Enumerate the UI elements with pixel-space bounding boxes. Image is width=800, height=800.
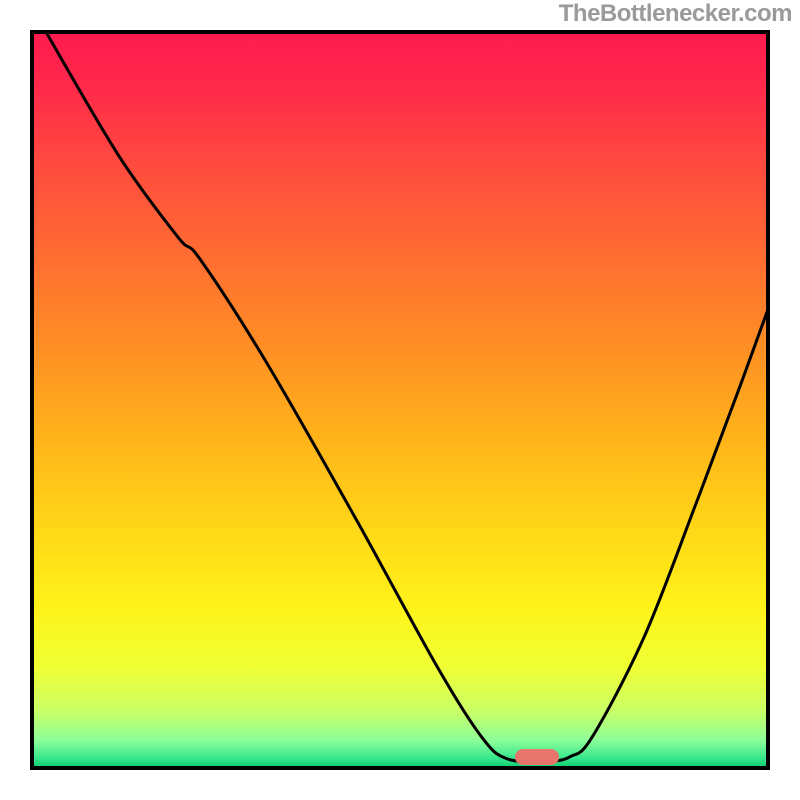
plot-area (30, 30, 770, 770)
bottleneck-curve (30, 30, 770, 770)
optimum-marker (515, 749, 559, 765)
watermark-text: TheBottlenecker.com (559, 0, 792, 28)
chart-container: { "chart": { "type": "line", "watermark"… (0, 0, 800, 800)
